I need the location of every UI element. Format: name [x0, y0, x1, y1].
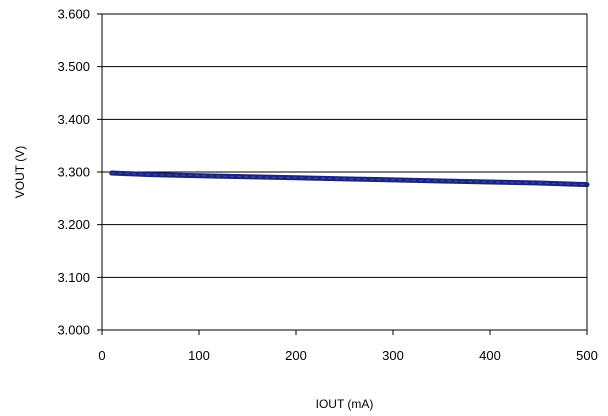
series-line-highlight	[111, 172, 588, 186]
x-tick-label: 100	[188, 348, 210, 363]
x-tick-label: 300	[382, 348, 404, 363]
x-tick-label: 0	[98, 348, 105, 363]
x-tick-label: 500	[576, 348, 598, 363]
y-axis-title: VOUT (V)	[13, 146, 27, 198]
y-tick-label: 3.500	[57, 59, 90, 74]
y-tick-label: 3.600	[57, 7, 90, 22]
y-tick-label: 3.300	[57, 165, 90, 180]
y-tick-label: 3.400	[57, 112, 90, 127]
grid-layer	[102, 13, 587, 331]
x-axis-title: IOUT (mA)	[316, 397, 374, 411]
y-tick-label: 3.100	[57, 270, 90, 285]
x-tick-label: 200	[285, 348, 307, 363]
x-tick-label: 400	[479, 348, 501, 363]
series-layer	[109, 170, 590, 188]
tick-layer: 3.000 3.100 3.200 3.300 3.400 3.500 3.600 0 100 2…	[57, 7, 597, 364]
y-tick-label: 3.200	[57, 217, 90, 232]
y-tick-label: 3.000	[57, 323, 90, 338]
